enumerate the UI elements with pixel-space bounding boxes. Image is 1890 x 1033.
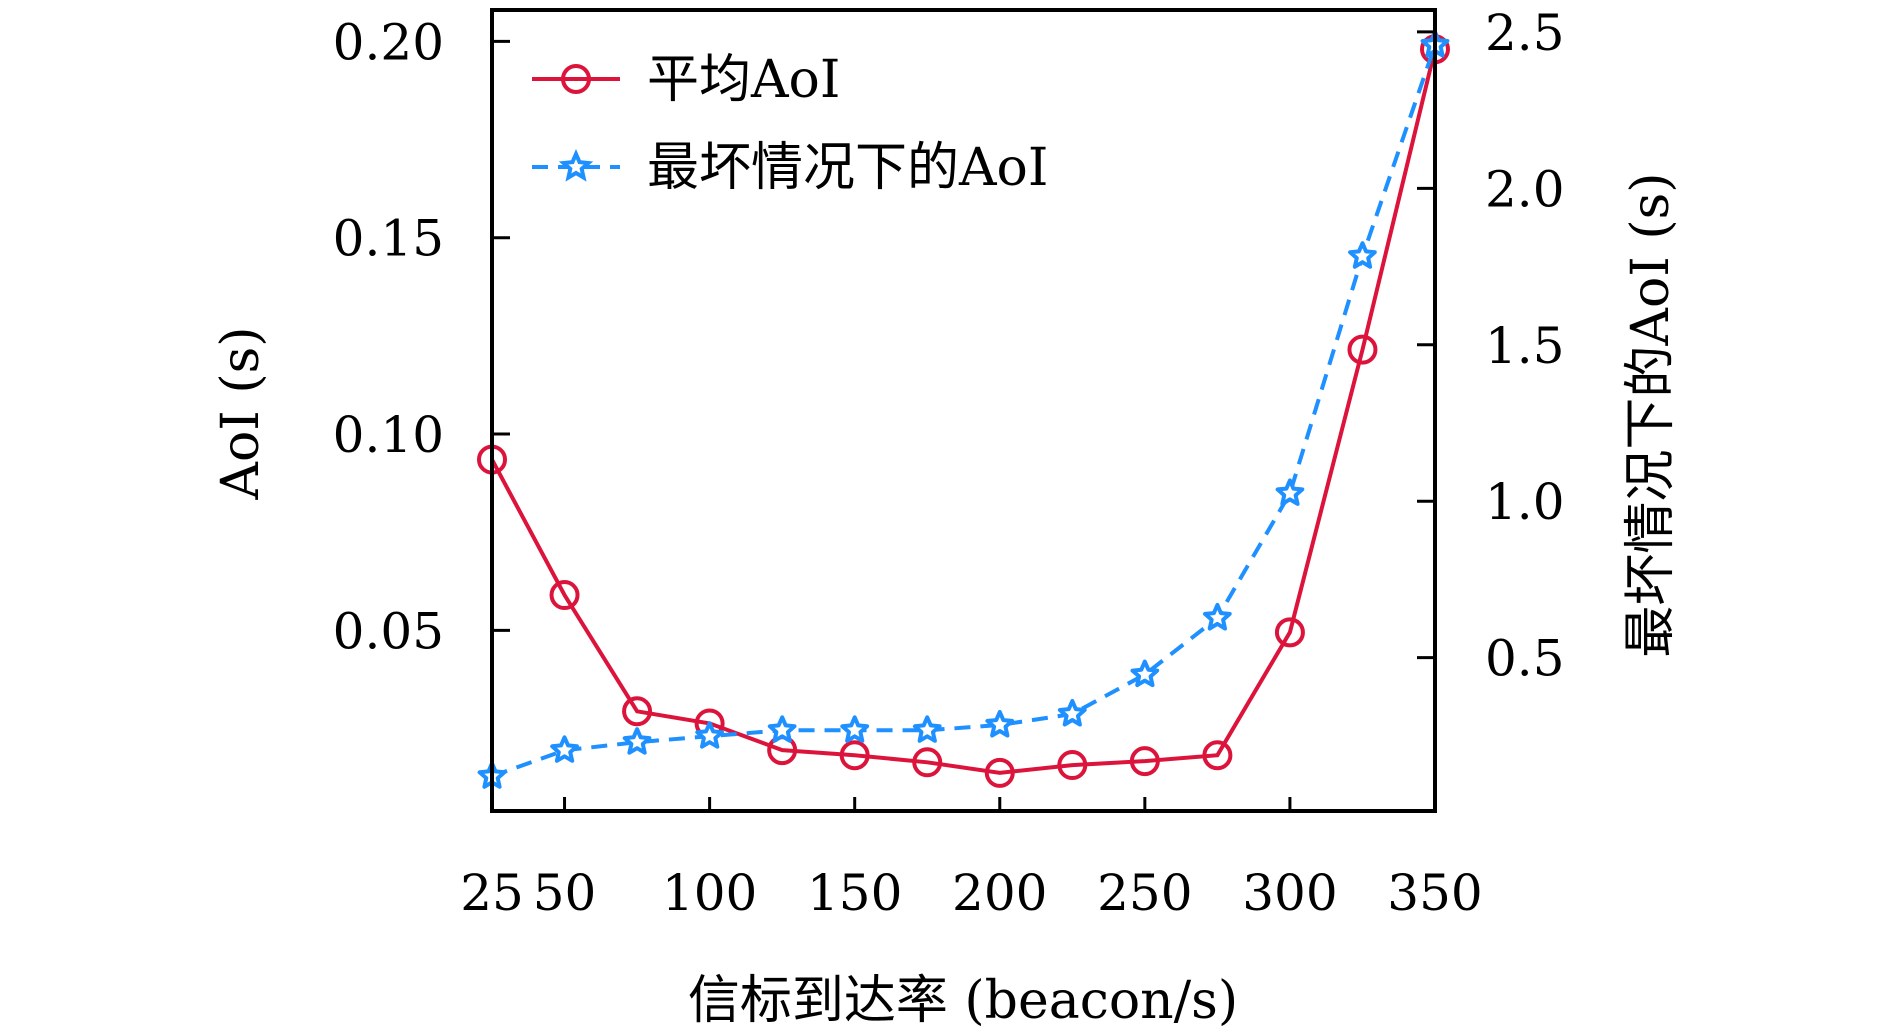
y-tick-label: 0.05	[333, 602, 444, 660]
data-point-circle	[984, 757, 1015, 788]
y-tick-label: 0.15	[333, 210, 444, 268]
legend-label-worst: 最坏情况下的AoI	[647, 138, 1048, 198]
x-tick-label: 100	[662, 864, 757, 922]
data-point-star	[1057, 699, 1087, 727]
data-point-star	[985, 710, 1015, 738]
x-tick-label: 150	[807, 864, 902, 922]
x-tick-label: 300	[1242, 864, 1337, 922]
data-point-star	[840, 715, 870, 743]
x-tick-label: 200	[952, 864, 1047, 922]
x-tick-label: 250	[1097, 864, 1192, 922]
y2-tick-label: 2.0	[1485, 160, 1565, 218]
y2-tick-label: 1.0	[1485, 473, 1565, 531]
series-worst-case-aoi	[477, 30, 1450, 789]
data-point-star	[695, 721, 724, 749]
x-axis-label: 信标到达率 (beacon/s)	[688, 971, 1238, 1031]
legend-label-average: 平均AoI	[647, 50, 840, 110]
y-axis-ticks: 0.05 0.10 0.15 0.20	[333, 13, 510, 660]
series-layer	[477, 30, 1450, 789]
data-point-circle	[622, 696, 653, 727]
legend-star-marker-icon	[558, 148, 594, 182]
legend: 平均AoI 最坏情况下的AoI	[532, 50, 1048, 198]
data-point-circle	[839, 740, 870, 771]
x-axis-ticks: 25 50 100 150 200 250 300 350	[460, 797, 1483, 922]
y2-axis-label: 最坏情况下的AoI (s)	[1621, 172, 1681, 657]
data-point-circle	[1202, 740, 1233, 771]
data-point-circle	[912, 747, 943, 778]
y-axis-label: AoI (s)	[211, 326, 271, 500]
y2-axis-ticks: 0.5 1.0 1.5 2.0 2.5	[1417, 4, 1565, 688]
x-tick-label: 25	[460, 864, 524, 922]
y-tick-label: 0.20	[333, 13, 444, 71]
data-point-star	[1203, 602, 1232, 631]
y-tick-label: 0.10	[333, 406, 444, 464]
legend-item-average-aoi: 平均AoI	[532, 50, 840, 110]
y2-tick-label: 0.5	[1485, 630, 1565, 688]
y2-tick-label: 2.5	[1485, 4, 1565, 62]
x-tick-label: 350	[1387, 864, 1482, 922]
data-point-circle	[1129, 746, 1160, 777]
data-point-circle	[1274, 617, 1305, 648]
x-tick-label: 50	[533, 864, 597, 922]
data-point-circle	[549, 580, 580, 611]
data-point-star	[622, 727, 652, 755]
series-average-aoi	[477, 34, 1450, 788]
data-point-star	[1275, 478, 1305, 506]
legend-circle-marker-icon	[561, 64, 591, 94]
data-point-star	[767, 715, 797, 743]
series-line	[491, 44, 1437, 779]
data-point-star	[550, 735, 579, 763]
y2-tick-label: 1.5	[1485, 317, 1565, 375]
data-point-circle	[1057, 750, 1088, 781]
plot-frame	[490, 8, 1437, 813]
data-point-star	[1130, 659, 1160, 688]
data-point-star	[912, 715, 942, 743]
data-point-star	[1348, 241, 1377, 269]
legend-item-worst-aoi: 最坏情况下的AoI	[532, 138, 1048, 198]
data-point-circle	[1347, 334, 1378, 365]
